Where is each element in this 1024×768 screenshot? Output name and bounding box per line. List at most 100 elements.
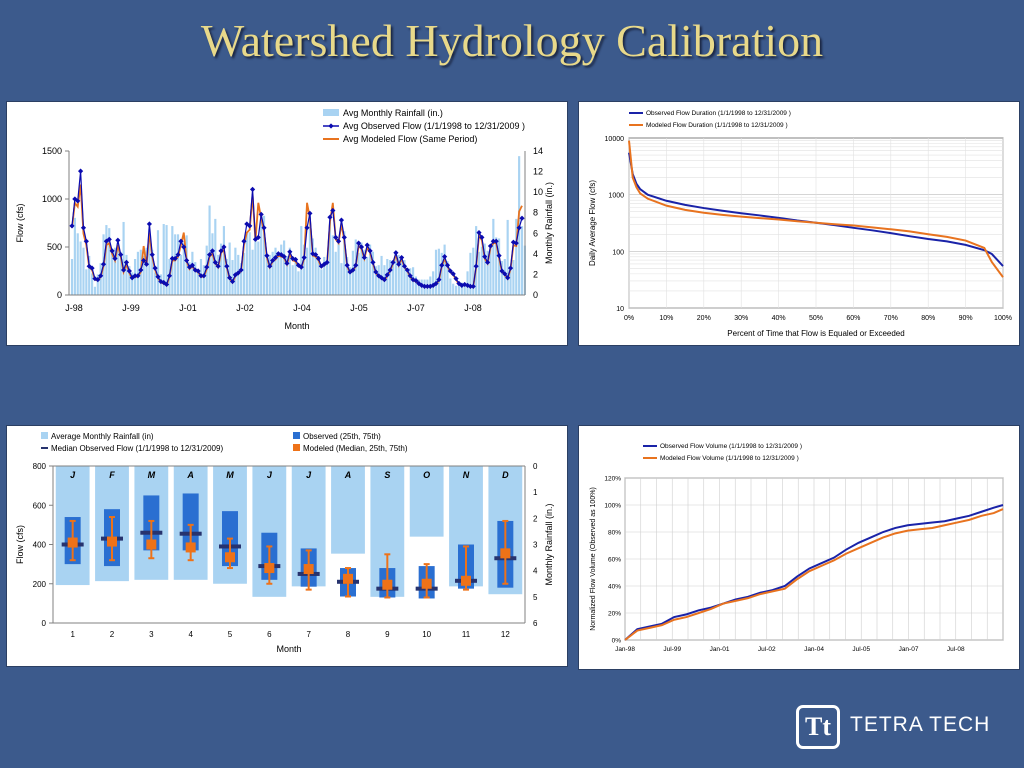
rainfall-bar xyxy=(122,221,125,295)
modeled-median-marker xyxy=(500,548,511,559)
rainfall-bar xyxy=(503,259,506,295)
x-tick-label: 9 xyxy=(385,630,390,639)
month-letter: M xyxy=(148,470,156,480)
y-tick-label: 0% xyxy=(612,638,622,645)
rainfall-bar xyxy=(414,276,418,295)
observed-flow-marker xyxy=(178,238,184,244)
rainfall-bar xyxy=(348,267,352,295)
month-letter: J xyxy=(70,470,76,480)
x-tick-label: Jul-99 xyxy=(663,646,681,653)
observed-flow-marker xyxy=(278,252,284,258)
x-tick-label: J-04 xyxy=(293,303,311,313)
rainfall-bar xyxy=(165,225,168,295)
rainfall-bar xyxy=(288,247,291,295)
month-letter: J xyxy=(267,470,273,480)
rainfall-bar xyxy=(351,250,354,295)
rainfall-bar xyxy=(202,265,205,295)
observed-flow-marker xyxy=(221,244,227,250)
rainfall-bar xyxy=(219,243,223,295)
rainfall-bar xyxy=(495,237,498,295)
y-tick-label: 100% xyxy=(604,503,621,510)
observed-flow-marker xyxy=(313,252,319,258)
rainfall-bar xyxy=(492,218,495,295)
rainfall-bar xyxy=(331,235,334,295)
month-letter: F xyxy=(109,470,115,480)
x-tick-label: 80% xyxy=(921,315,935,322)
logo-mark: Tt xyxy=(796,705,840,749)
rainfall-bar xyxy=(217,254,220,295)
observed-flow-marker xyxy=(95,277,101,283)
observed-flow-marker xyxy=(487,243,494,249)
observed-flow-marker xyxy=(453,276,459,282)
modeled-median-marker xyxy=(421,578,432,589)
rainfall-bar xyxy=(228,242,231,295)
rainfall-bar xyxy=(509,266,512,295)
x-tick-label: 3 xyxy=(149,630,154,639)
rainfall-bar xyxy=(211,233,214,295)
x-tick-label: 0% xyxy=(624,315,634,322)
rainfall-bar xyxy=(105,225,108,295)
observed-flow-marker xyxy=(401,263,408,269)
observed-flow-marker xyxy=(442,254,448,260)
observed-flow-marker xyxy=(341,234,347,240)
x-tick-label: 7 xyxy=(306,630,311,639)
x-tick-label: 70% xyxy=(884,315,898,322)
rainfall-bar xyxy=(194,262,197,295)
observed-flow-marker xyxy=(490,238,496,244)
rainfall-bar xyxy=(280,244,283,295)
modeled-median-marker xyxy=(67,537,78,548)
x-tick-label: Jul-05 xyxy=(852,646,870,653)
observed-flow-marker xyxy=(307,210,313,216)
observed-flow-marker xyxy=(447,268,453,274)
observed-flow-marker xyxy=(479,234,485,240)
rainfall-bar xyxy=(99,263,102,295)
observed-flow-marker xyxy=(229,278,236,285)
observed-flow-marker xyxy=(267,263,273,269)
month-letter: J xyxy=(306,470,312,480)
observed-flow-marker xyxy=(344,262,350,268)
y-tick-label: 20% xyxy=(608,611,621,618)
rainfall-bar xyxy=(251,249,254,295)
flow-duration-chart-panel: 10 100 1000 10000 0% 10% 20% 30% 40% 50% 60% 70% 80%… xyxy=(578,101,1020,346)
rainfall-bar xyxy=(240,263,243,295)
rainfall-bar xyxy=(70,259,74,295)
observed-flow-marker xyxy=(106,236,112,242)
y-axis-label: Normalized Flow Volume (Observed as 100%… xyxy=(590,487,597,631)
rainfall-bar xyxy=(113,247,117,295)
rainfall-bar xyxy=(366,256,369,295)
rainfall-bar xyxy=(520,226,524,295)
rainfall-bar xyxy=(409,466,444,537)
slide-title: Watershed Hydrology Calibration xyxy=(200,15,824,66)
rainfall-bar xyxy=(277,255,280,295)
observed-flow-marker xyxy=(347,269,353,275)
rainfall-bar xyxy=(154,272,157,295)
month-letter: N xyxy=(463,470,470,480)
observed-flow-marker xyxy=(209,248,216,254)
x-tick-label: J-98 xyxy=(65,303,83,313)
observed-flow-marker xyxy=(92,276,98,282)
rainfall-bar xyxy=(254,236,257,295)
observed-flow-marker xyxy=(83,238,89,244)
legend-marker-observed xyxy=(328,123,334,129)
x-tick-label: Jan-07 xyxy=(899,646,919,653)
rainfall-bar xyxy=(472,247,475,295)
x-tick-label: 90% xyxy=(959,315,973,322)
legend-swatch-observed-box xyxy=(293,432,300,439)
rainfall-bar xyxy=(409,268,412,295)
rainfall-bar xyxy=(271,251,274,295)
modeled-median-marker xyxy=(303,564,314,575)
x-tick-label: Jan-01 xyxy=(710,646,730,653)
legend-label: Observed Flow Volume (1/1/1998 to 12/31/… xyxy=(660,443,802,450)
x-tick-label: 10% xyxy=(659,315,673,322)
observed-flow-marker xyxy=(327,214,333,220)
rainfall-bar xyxy=(437,248,440,295)
rainfall-bar xyxy=(334,251,337,295)
rainfall-bar xyxy=(214,218,217,295)
legend-swatch-modeled xyxy=(293,444,300,451)
observed-flow-marker xyxy=(450,271,456,277)
rainfall-bar xyxy=(96,274,99,295)
rainfall-bar xyxy=(403,260,406,295)
rainfall-bar xyxy=(242,252,246,295)
rainfall-bar xyxy=(457,281,461,295)
modeled-median-marker xyxy=(382,579,393,590)
